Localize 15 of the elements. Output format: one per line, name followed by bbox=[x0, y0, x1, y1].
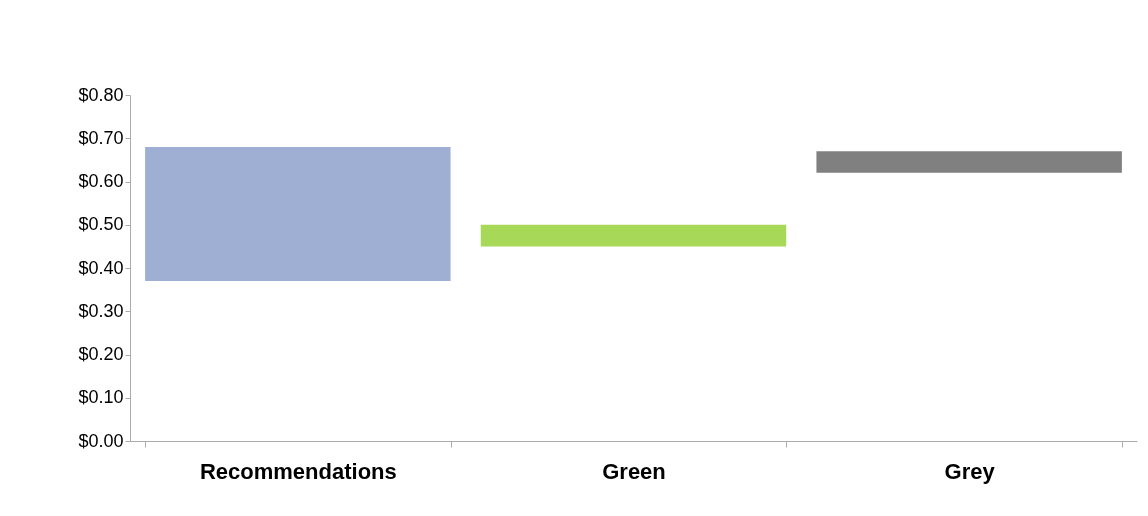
y-tick-label: $0.20 bbox=[78, 344, 124, 364]
y-tick-label: $0.10 bbox=[78, 387, 124, 408]
x-tick-label: Green bbox=[602, 458, 666, 484]
y-tick-label: $0.50 bbox=[78, 214, 124, 235]
bar bbox=[145, 146, 451, 281]
y-tick-label: $0.80 bbox=[78, 84, 124, 105]
y-tick-label: $0.70 bbox=[78, 127, 124, 148]
y-tick-label: $0.60 bbox=[78, 171, 124, 191]
y-tick-label: $0.00 bbox=[78, 430, 124, 451]
y-tick-label: $0.30 bbox=[78, 300, 124, 321]
y-tick-label: $0.40 bbox=[78, 257, 124, 278]
x-tick-label: Grey bbox=[944, 458, 996, 484]
x-tick-label: Recommendations bbox=[199, 458, 397, 484]
bar bbox=[480, 224, 787, 247]
bar bbox=[816, 151, 1122, 173]
